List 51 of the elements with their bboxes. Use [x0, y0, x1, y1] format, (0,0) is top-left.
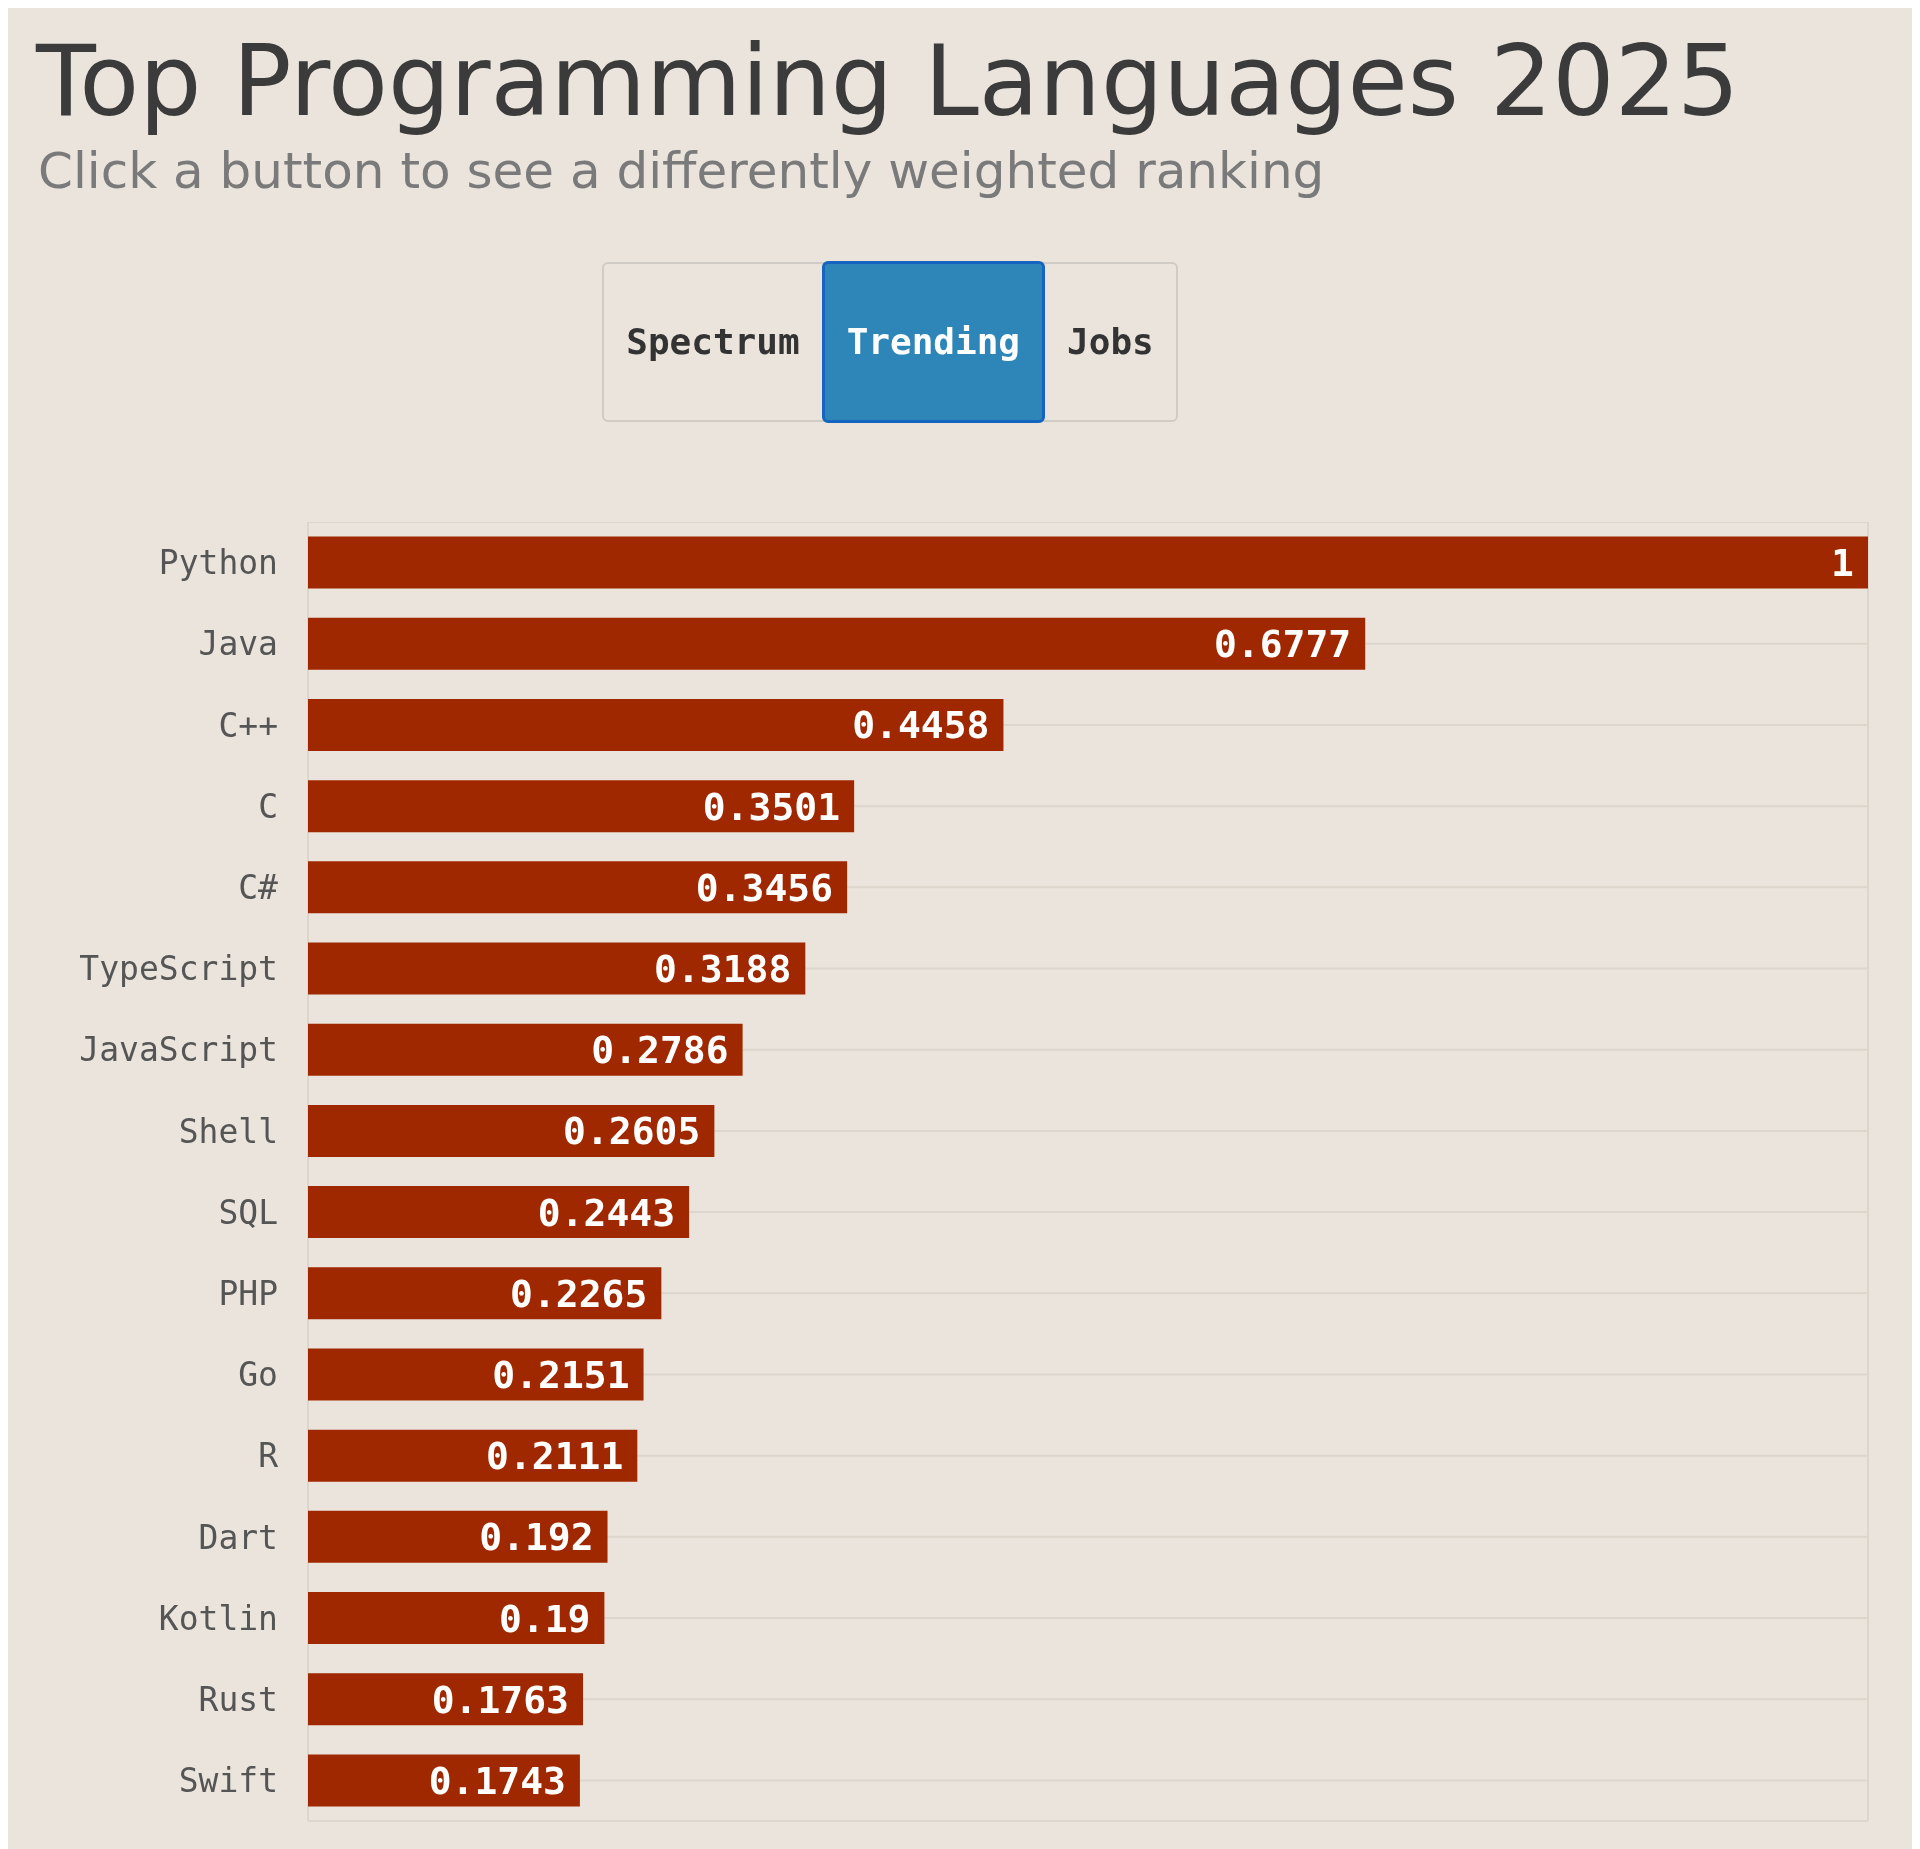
y-tick-label: JavaScript	[79, 1030, 278, 1070]
y-tick-label: Java	[198, 624, 278, 664]
bar	[308, 1348, 644, 1401]
bar	[308, 861, 848, 914]
y-tick-label: Python	[158, 543, 278, 583]
bar	[308, 536, 1868, 589]
chart-title: Top Programming Languages 2025	[34, 23, 1741, 138]
y-tick-label: C#	[238, 867, 279, 907]
y-tick-label: SQL	[218, 1192, 278, 1232]
bar	[308, 698, 1004, 751]
y-tick-label: C++	[218, 705, 278, 745]
bar	[308, 1267, 662, 1320]
bar	[308, 1185, 690, 1238]
y-tick-label: Swift	[178, 1760, 278, 1800]
data-label: 1	[1831, 540, 1854, 585]
bar	[308, 1023, 743, 1076]
y-tick-label: TypeScript	[79, 949, 278, 989]
y-tick-label: Shell	[178, 1111, 278, 1151]
data-label: 0.2111	[486, 1433, 624, 1478]
chart-subtitle: Click a button to see a differently weighted ranking	[38, 141, 1325, 200]
data-label: 0.2443	[537, 1190, 676, 1235]
text: Trending	[821, 260, 1046, 423]
data-label: 0.4458	[852, 703, 990, 748]
bar	[308, 942, 806, 995]
y-tick-label: PHP	[218, 1273, 278, 1313]
bar	[308, 1591, 605, 1644]
data-label: 0.19	[498, 1596, 591, 1641]
data-label: 0.192	[479, 1515, 594, 1560]
data-label: 0.2151	[492, 1352, 630, 1397]
bar	[308, 1104, 715, 1157]
data-label: 0.2265	[510, 1271, 648, 1316]
data-label: 0.2605	[563, 1109, 701, 1154]
y-tick-label: C	[258, 786, 278, 826]
y-tick-label: Dart	[198, 1517, 278, 1557]
data-label: 0.2786	[591, 1028, 729, 1073]
data-label: 0.1763	[431, 1677, 570, 1722]
data-label: 0.3456	[695, 865, 834, 910]
text: Jobs	[1066, 320, 1155, 365]
y-tick-label: Go	[238, 1354, 278, 1394]
data-label: 0.1743	[428, 1758, 566, 1803]
bar	[308, 1429, 638, 1482]
y-tick-label: R	[258, 1436, 279, 1476]
text: Spectrum	[625, 320, 801, 365]
y-tick-label: Rust	[198, 1679, 278, 1719]
bar	[308, 617, 1366, 670]
bar	[308, 1510, 608, 1563]
data-label: 0.3501	[702, 784, 841, 829]
data-label: 0.3188	[654, 946, 792, 991]
bar	[308, 779, 855, 832]
data-label: 0.6777	[1213, 622, 1352, 667]
y-tick-label: Kotlin	[158, 1598, 278, 1638]
